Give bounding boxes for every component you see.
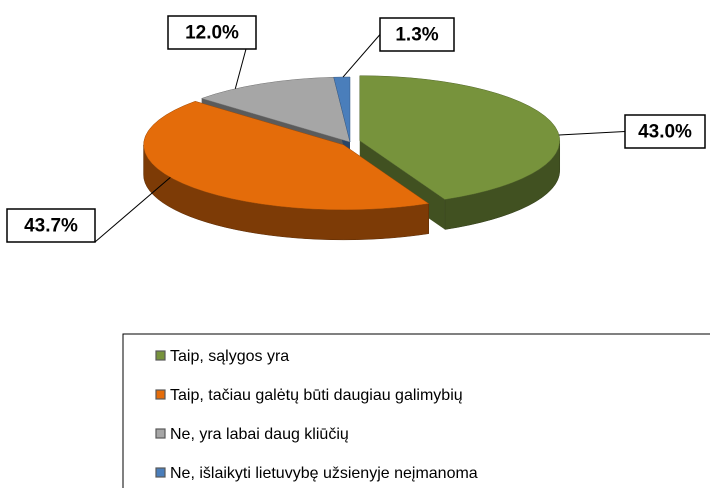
leader-line xyxy=(558,131,626,136)
label-box xyxy=(379,17,455,52)
legend-marker xyxy=(155,428,166,439)
label-box xyxy=(167,15,257,50)
legend-marker xyxy=(155,467,166,478)
legend-marker xyxy=(155,389,166,400)
pie-tops xyxy=(143,75,560,211)
leader-line xyxy=(94,176,171,243)
label-box xyxy=(624,114,706,149)
leader-line xyxy=(234,48,247,89)
leader-line xyxy=(342,34,381,78)
legend-label: Taip, sąlygos yra xyxy=(170,348,289,365)
data-label: 12.0% xyxy=(185,23,239,44)
pie-slice xyxy=(200,76,351,143)
legend-label: Ne, išlaikyti lietuvybę užsienyje neįman… xyxy=(170,465,478,482)
data-label: 1.3% xyxy=(395,25,438,46)
legend-box xyxy=(122,333,710,488)
pie-slice xyxy=(333,76,351,143)
legend-label: Taip, tačiau galėtų būti daugiau galimyb… xyxy=(170,387,463,404)
data-label: 43.0% xyxy=(638,122,692,143)
legend-label: Ne, yra labai daug kliūčių xyxy=(170,426,349,443)
data-label: 43.7% xyxy=(24,216,78,237)
pie-slice xyxy=(359,75,560,200)
pie-slice xyxy=(143,101,430,211)
label-box xyxy=(6,208,96,243)
legend-marker xyxy=(155,350,166,361)
